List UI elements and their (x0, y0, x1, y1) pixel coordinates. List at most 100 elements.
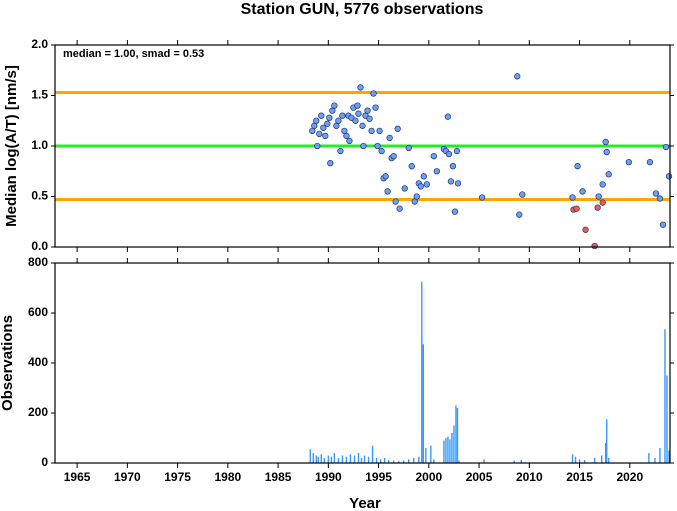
point (594, 204, 601, 211)
point (368, 127, 375, 135)
bar (320, 454, 322, 463)
point (569, 194, 576, 201)
point (574, 163, 581, 170)
bar (604, 443, 607, 463)
bar (600, 455, 603, 463)
bar (605, 419, 608, 463)
point (392, 198, 399, 205)
point (451, 208, 459, 215)
point (595, 193, 602, 200)
bar (353, 455, 356, 463)
point (665, 173, 673, 180)
point (420, 173, 427, 180)
point (449, 163, 457, 170)
point (646, 159, 654, 166)
point (573, 205, 580, 212)
point (405, 144, 412, 152)
point (396, 205, 403, 212)
bar (574, 456, 577, 463)
bar (333, 453, 336, 463)
bar (648, 453, 650, 463)
point (320, 124, 327, 131)
y-tick-label: 1.0 (31, 138, 48, 152)
bar (666, 375, 668, 463)
x-tick-label: 1985 (265, 470, 292, 484)
point (314, 142, 321, 150)
point (390, 152, 397, 160)
point (354, 102, 361, 109)
bar (513, 460, 515, 463)
x-tick-label: 1965 (64, 470, 91, 484)
point (603, 148, 610, 156)
point (394, 125, 401, 132)
plot-frame (54, 44, 671, 248)
bar (445, 438, 447, 463)
point (423, 181, 430, 188)
x-tick-label: 1995 (365, 470, 392, 484)
point (652, 190, 660, 197)
point (360, 142, 367, 150)
bar (520, 460, 522, 463)
point (335, 117, 342, 124)
bar (312, 453, 314, 463)
point (364, 107, 371, 114)
point (591, 242, 598, 250)
bar (483, 459, 485, 463)
point (322, 132, 329, 140)
bar (583, 460, 586, 463)
point (519, 191, 526, 198)
annotation: median = 1.00, smad = 0.53 (63, 48, 204, 60)
point (378, 147, 385, 155)
bar (449, 439, 451, 463)
bar (360, 458, 363, 463)
point (359, 122, 366, 129)
x-axis-label: Year (349, 495, 381, 511)
point (324, 120, 331, 127)
bar (433, 459, 435, 463)
point (327, 160, 334, 167)
point (316, 130, 323, 138)
point (343, 132, 350, 140)
bar (456, 408, 459, 463)
x-tick-label: 1990 (315, 470, 342, 484)
bar (392, 460, 395, 463)
bar (375, 458, 378, 463)
point (370, 90, 377, 97)
point (331, 102, 338, 109)
bar (403, 460, 405, 463)
point (318, 112, 325, 119)
point (401, 185, 408, 192)
point (662, 143, 670, 151)
bar (455, 405, 457, 463)
point (374, 142, 381, 150)
point (417, 183, 424, 190)
point (372, 104, 379, 111)
bar (330, 456, 333, 463)
point (355, 110, 362, 117)
point (386, 134, 393, 142)
bar (608, 458, 610, 463)
bar (668, 450, 670, 463)
bar (341, 455, 344, 463)
y-tick-label: 400 (28, 355, 48, 369)
bar (397, 461, 400, 463)
y-tick-label: 2.0 (31, 37, 48, 51)
bar (578, 459, 581, 463)
point (313, 117, 320, 124)
x-tick-label: 2020 (616, 470, 643, 484)
bar (371, 445, 374, 463)
point (579, 188, 586, 195)
point (433, 168, 441, 175)
point (514, 73, 521, 80)
y-tick-label: 1.5 (31, 88, 48, 102)
point (656, 195, 664, 202)
y-axis-label: Median log(A/T) [nm/s] (3, 65, 20, 227)
bar (413, 458, 415, 463)
point (659, 221, 667, 228)
bar (387, 460, 390, 463)
point (599, 199, 606, 206)
x-tick-label: 1975 (164, 470, 191, 484)
point (339, 112, 346, 119)
point (599, 181, 606, 188)
